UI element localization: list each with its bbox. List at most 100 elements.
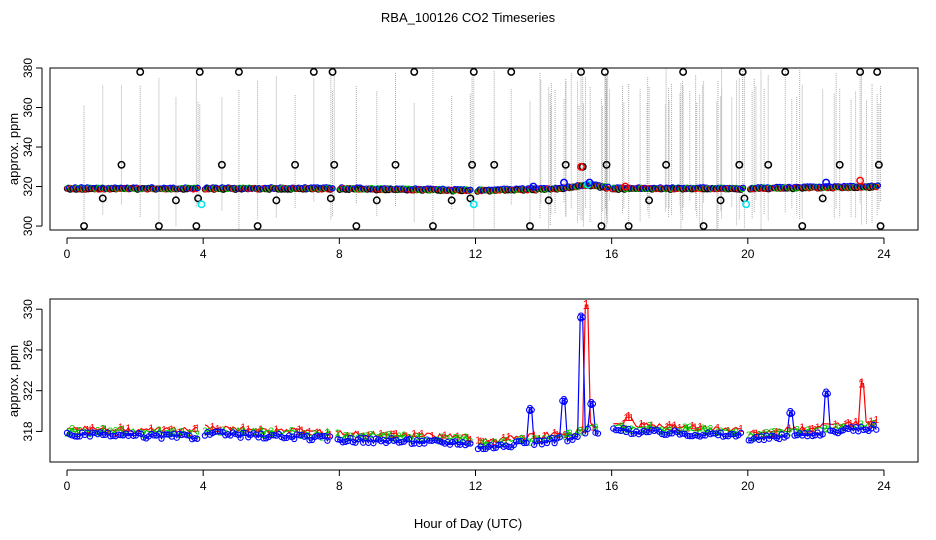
bottom-marker-2: 2 [771,427,777,438]
bottom-marker-1: 1 [738,424,744,435]
top-point-black [171,196,180,205]
top-baseline-point [329,185,336,192]
top-point-black [645,196,654,205]
bottom-marker-1: 1 [118,423,124,434]
top-point-black [80,222,88,230]
top-point-black [195,68,204,76]
bottom-marker-1: 1 [455,431,461,442]
top-point-black [372,196,381,205]
bottom-marker-2: 2 [440,432,446,443]
bottom-marker-3 [301,433,308,440]
bottom-marker-1: 1 [307,427,313,438]
bottom-marker-1: 1 [866,420,872,431]
bottom-x-tick-label: 20 [741,479,755,493]
bottom-marker-1: 1 [807,425,813,436]
bottom-marker-1: 1 [210,422,216,433]
top-point-black [738,68,747,76]
bottom-marker-2: 2 [871,419,877,430]
bottom-marker-2: 2 [335,429,341,440]
top-point-black [624,222,633,230]
top-point-red [577,162,585,171]
bottom-marker-1: 1 [258,424,264,435]
bottom-marker-3 [625,425,632,433]
bottom-marker-1: 1 [343,432,349,443]
bottom-marker-1: 1 [105,427,111,438]
top-baseline-point [194,184,201,192]
bottom-marker-3 [403,436,410,443]
bottom-marker-2: 2 [519,434,525,445]
bottom-y-tick-label: 330 [21,299,35,319]
bottom-y-tick-label: 326 [21,340,35,360]
bottom-marker-2: 2 [460,436,466,447]
top-x-tick-label: 16 [605,247,619,261]
top-point-black [326,194,335,203]
bottom-marker-1: 1 [843,420,849,431]
bottom-marker-1: 1 [725,426,731,437]
bottom-marker-1: 1 [491,437,497,448]
bottom-marker-3 [737,429,745,436]
bottom-marker-2: 2 [368,430,374,441]
bottom-marker-3 [579,314,586,321]
bottom-marker-3 [240,429,247,436]
bottom-marker-1: 1 [590,422,596,433]
bottom-marker-1: 1 [672,420,678,431]
top-point-blue [560,178,568,187]
bottom-marker-1: 1 [552,428,558,439]
top-point-black [600,68,609,76]
bottom-marker-2: 2 [118,425,124,436]
bottom-x-tick-label: 12 [469,479,483,493]
bottom-marker-3 [870,421,877,429]
top-point-black [874,160,883,169]
bottom-marker-1: 1 [90,423,96,434]
bottom-marker-2: 2 [833,423,839,434]
bottom-marker-1: 1 [858,380,864,391]
top-point-black [764,160,773,169]
x-axis-label: Hour of Day (UTC) [414,516,522,531]
bottom-marker-1: 1 [120,425,126,436]
bottom-spike-label-3: 3 [526,402,533,417]
bottom-marker-1: 1 [294,427,300,438]
bottom-marker-3 [584,425,591,433]
bottom-marker-1: 1 [366,431,372,442]
top-y-tick-label: 340 [21,137,35,157]
bottom-marker-3 [334,436,341,443]
top-point-black [544,196,553,205]
bottom-marker-2: 2 [687,423,693,434]
bottom-marker-2: 2 [822,424,828,435]
bottom-spike-label-3: 3 [577,309,584,324]
top-point-cyan [469,200,478,209]
bottom-marker-1: 1 [521,434,527,445]
bottom-x-tick-label: 16 [605,479,619,493]
bottom-marker-3 [291,435,298,443]
bottom-marker-1: 1 [299,425,305,436]
bottom-marker-1: 1 [383,431,389,442]
top-point-black [253,222,262,230]
top-y-axis: 300 320 340 360 380 [21,58,43,236]
bottom-marker-1: 1 [690,421,696,432]
bottom-marker-2: 2 [562,432,568,443]
bottom-marker-3 [408,440,415,447]
bottom-marker-2: 2 [646,421,652,432]
top-point-black [699,222,708,230]
top-point-black [526,222,534,230]
bottom-marker-2: 2 [565,429,571,440]
bottom-marker-3 [163,431,170,438]
bottom-marker-1: 1 [751,428,757,439]
bottom-y-axis: 318 322 326 330 [21,299,43,441]
bottom-marker-2: 2 [378,432,384,443]
top-point-cyan [583,180,592,189]
top-point-black [98,194,107,203]
bottom-marker-3 [449,438,456,446]
bottom-marker-3 [74,433,81,440]
bottom-marker-2: 2 [708,424,714,435]
bottom-marker-3 [628,430,635,438]
bottom-marker-1: 1 [166,426,172,437]
top-point-black [410,68,419,76]
bottom-x-axis: 0 4 8 12 16 20 24 [64,469,891,493]
bottom-marker-3 [280,435,288,442]
bottom-marker-1: 1 [623,413,629,424]
bottom-marker-1: 1 [853,417,859,428]
bottom-marker-1: 1 [562,430,568,441]
top-baseline-point [467,186,474,193]
